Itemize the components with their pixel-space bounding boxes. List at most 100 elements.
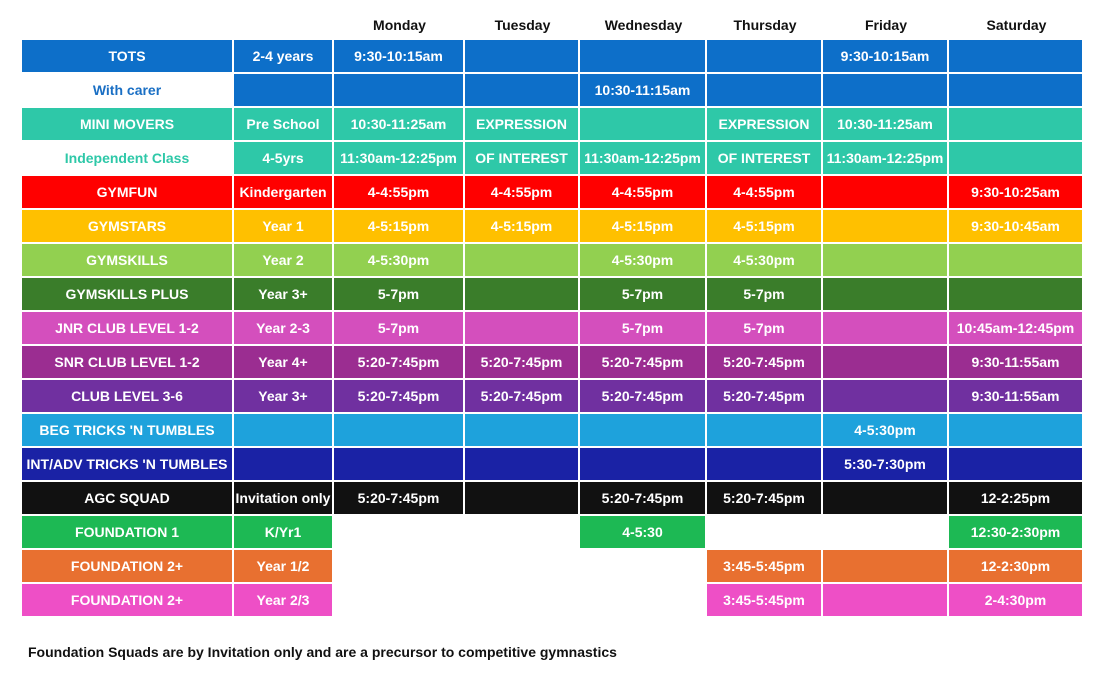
session-cell-saturday: 12-2:25pm (949, 482, 1084, 516)
session-cell-wednesday (580, 584, 707, 618)
session-cell-wednesday (580, 448, 707, 482)
session-cell-friday: 11:30am-12:25pm (823, 142, 949, 176)
session-cell-thursday: 4-4:55pm (707, 176, 823, 210)
session-cell-wednesday: 5:20-7:45pm (580, 380, 707, 414)
class-age-cell: Year 4+ (234, 346, 334, 380)
header-saturday: Saturday (986, 17, 1047, 33)
class-row: GYMSKILLS Year 2 4-5:30pm 4-5:30pm 4-5:30pm (22, 244, 1084, 278)
session-cell-tuesday: 5:20-7:45pm (465, 380, 580, 414)
session-cell-wednesday: 5:20-7:45pm (580, 482, 707, 516)
session-cell-tuesday (465, 312, 580, 346)
class-name-cell: With carer (22, 74, 234, 108)
class-age-cell: K/Yr1 (234, 516, 334, 550)
session-cell-wednesday: 11:30am-12:25pm (580, 142, 707, 176)
class-row: JNR CLUB LEVEL 1-2 Year 2-3 5-7pm 5-7pm 5-7p… (22, 312, 1084, 346)
session-cell-thursday: 5:20-7:45pm (707, 482, 823, 516)
class-row: BEG TRICKS 'N TUMBLES 4-5:30pm (22, 414, 1084, 448)
class-name-cell: MINI MOVERS (22, 108, 234, 142)
class-age-cell: Year 2-3 (234, 312, 334, 346)
class-row: MINI MOVERS Pre School 10:30-11:25am EXPRES… (22, 108, 1084, 142)
header-monday: Monday (373, 17, 426, 33)
class-row: FOUNDATION 2+ Year 1/2 3:45-5:45pm 12-2:30p… (22, 550, 1084, 584)
session-cell-friday (823, 74, 949, 108)
session-cell-thursday: 5-7pm (707, 278, 823, 312)
session-cell-monday: 5:20-7:45pm (334, 346, 465, 380)
session-cell-saturday (949, 40, 1084, 74)
class-age-cell: Kindergarten (234, 176, 334, 210)
class-name-cell: FOUNDATION 2+ (22, 550, 234, 584)
session-cell-friday (823, 210, 949, 244)
session-cell-thursday (707, 74, 823, 108)
class-name-cell: GYMSKILLS (22, 244, 234, 278)
session-cell-wednesday (580, 550, 707, 584)
footnote: Foundation Squads are by Invitation only… (28, 644, 617, 660)
session-cell-saturday (949, 244, 1084, 278)
session-cell-thursday (707, 414, 823, 448)
session-cell-monday: 5-7pm (334, 312, 465, 346)
session-cell-saturday (949, 74, 1084, 108)
session-cell-thursday: 5:20-7:45pm (707, 380, 823, 414)
session-cell-monday (334, 584, 465, 618)
class-row: FOUNDATION 1 K/Yr1 4-5:30 12:30-2:30pm (22, 516, 1084, 550)
session-cell-thursday: 5:20-7:45pm (707, 346, 823, 380)
session-cell-tuesday (465, 482, 580, 516)
class-age-cell: Year 2/3 (234, 584, 334, 618)
header-tuesday: Tuesday (494, 17, 551, 33)
class-row: INT/ADV TRICKS 'N TUMBLES 5:30-7:30pm (22, 448, 1084, 482)
class-row: AGC SQUAD Invitation only 5:20-7:45pm 5:20-… (22, 482, 1084, 516)
session-cell-wednesday: 10:30-11:15am (580, 74, 707, 108)
session-cell-tuesday (465, 244, 580, 278)
class-age-cell: Pre School (234, 108, 334, 142)
session-cell-saturday: 9:30-11:55am (949, 346, 1084, 380)
session-cell-saturday (949, 448, 1084, 482)
session-cell-thursday: 5-7pm (707, 312, 823, 346)
class-name-cell: GYMSTARS (22, 210, 234, 244)
class-name-cell: GYMFUN (22, 176, 234, 210)
session-cell-saturday: 2-4:30pm (949, 584, 1084, 618)
session-cell-tuesday (465, 74, 580, 108)
class-row: Independent Class 4-5yrs 11:30am-12:25pm OF… (22, 142, 1084, 176)
class-name-cell: GYMSKILLS PLUS (22, 278, 234, 312)
session-cell-tuesday: 4-4:55pm (465, 176, 580, 210)
session-cell-friday: 10:30-11:25am (823, 108, 949, 142)
session-cell-thursday (707, 40, 823, 74)
session-cell-monday (334, 516, 465, 550)
session-cell-wednesday (580, 40, 707, 74)
session-cell-saturday: 9:30-10:45am (949, 210, 1084, 244)
session-cell-thursday: EXPRESSION (707, 108, 823, 142)
class-age-cell: Year 1/2 (234, 550, 334, 584)
session-cell-friday: 4-5:30pm (823, 414, 949, 448)
session-cell-tuesday (465, 448, 580, 482)
session-cell-wednesday (580, 108, 707, 142)
session-cell-tuesday (465, 40, 580, 74)
session-cell-tuesday: EXPRESSION (465, 108, 580, 142)
session-cell-monday: 9:30-10:15am (334, 40, 465, 74)
session-cell-wednesday: 5:20-7:45pm (580, 346, 707, 380)
session-cell-tuesday (465, 550, 580, 584)
session-cell-thursday: 4-5:30pm (707, 244, 823, 278)
class-name-cell: INT/ADV TRICKS 'N TUMBLES (22, 448, 234, 482)
class-row: FOUNDATION 2+ Year 2/3 3:45-5:45pm 2-4:30pm (22, 584, 1084, 618)
class-row: GYMSTARS Year 1 4-5:15pm 4-5:15pm 4-5:15pm 4-… (22, 210, 1084, 244)
class-age-cell: Year 3+ (234, 380, 334, 414)
session-cell-friday (823, 516, 949, 550)
session-cell-monday: 11:30am-12:25pm (334, 142, 465, 176)
session-cell-monday (334, 414, 465, 448)
class-age-cell: 4-5yrs (234, 142, 334, 176)
header-blank-age (234, 8, 334, 42)
session-cell-monday: 4-5:15pm (334, 210, 465, 244)
session-cell-saturday (949, 414, 1084, 448)
session-cell-saturday: 9:30-11:55am (949, 380, 1084, 414)
class-name-cell: FOUNDATION 2+ (22, 584, 234, 618)
class-row: TOTS 2-4 years 9:30-10:15am 9:30-10:15am (22, 40, 1084, 74)
session-cell-monday (334, 550, 465, 584)
session-cell-wednesday: 4-5:15pm (580, 210, 707, 244)
class-row: CLUB LEVEL 3-6 Year 3+ 5:20-7:45pm 5:20-7:4… (22, 380, 1084, 414)
class-row: With carer 10:30-11:15am (22, 74, 1084, 108)
class-name-cell: JNR CLUB LEVEL 1-2 (22, 312, 234, 346)
class-age-cell: Invitation only (234, 482, 334, 516)
header-friday: Friday (864, 17, 907, 33)
session-cell-wednesday: 4-5:30pm (580, 244, 707, 278)
header-row: Monday Tuesday Wednesday Thursday Friday… (22, 8, 1084, 42)
session-cell-monday (334, 448, 465, 482)
